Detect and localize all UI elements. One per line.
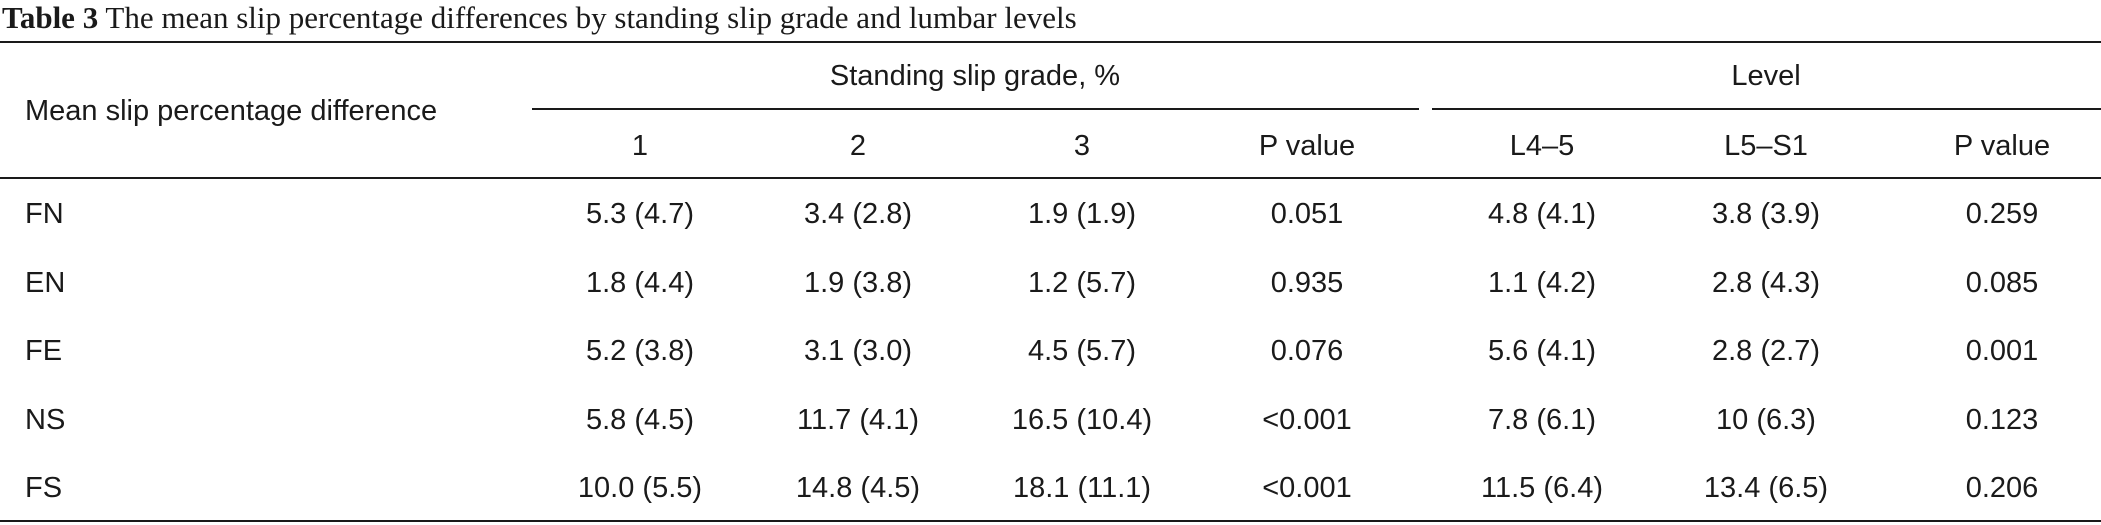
table-cell: 5.3 (4.7) — [586, 198, 694, 230]
grade-group-header: Standing slip grade, % — [829, 60, 1121, 92]
row-label: FN — [25, 198, 64, 230]
grade-group-underline — [532, 108, 1419, 110]
row-label: FS — [25, 472, 63, 504]
table-cell: 0.206 — [1965, 472, 2039, 504]
row-header-label: Mean slip percentage difference — [25, 95, 438, 127]
table-cell: 11.7 (4.1) — [797, 404, 919, 436]
table-cell: 14.8 (4.5) — [795, 472, 921, 504]
table-cell: 1.8 (4.4) — [586, 267, 694, 299]
row-label: FE — [25, 335, 63, 367]
table-caption-text: The mean slip percentage differences by … — [105, 0, 1077, 35]
table-cell: 0.085 — [1965, 267, 2039, 299]
table-cell: 1.1 (4.2) — [1488, 267, 1596, 299]
column-header-grade-3: 3 — [1073, 130, 1091, 162]
table-cell: 4.8 (4.1) — [1488, 198, 1596, 230]
table-caption: Table 3 The mean slip percentage differe… — [2, 0, 1077, 36]
table-cell: 0.935 — [1270, 267, 1344, 299]
table-cell: 1.9 (3.8) — [804, 267, 912, 299]
table-cell: 2.8 (2.7) — [1712, 335, 1820, 367]
level-group-underline — [1432, 108, 2101, 110]
table-cell: 18.1 (11.1) — [1012, 472, 1152, 504]
table-cell: 1.9 (1.9) — [1028, 198, 1136, 230]
table-cell: 0.123 — [1965, 404, 2039, 436]
table-cell: 0.001 — [1965, 335, 2039, 367]
level-group-header: Level — [1731, 60, 1801, 92]
table-cell: 16.5 (10.4) — [1011, 404, 1153, 436]
table-cell: 3.1 (3.0) — [804, 335, 912, 367]
table-cell: 11.5 (6.4) — [1481, 472, 1603, 504]
column-header-level-l4-5: L4–5 — [1509, 130, 1575, 162]
table-cell: 5.2 (3.8) — [586, 335, 694, 367]
table-cell: 3.4 (2.8) — [804, 198, 912, 230]
column-header-grade-1: 1 — [631, 130, 649, 162]
table-cell: 7.8 (6.1) — [1488, 404, 1596, 436]
header-bottom-rule — [0, 177, 2101, 179]
table-cell: 5.8 (4.5) — [586, 404, 694, 436]
table-top-rule — [0, 41, 2101, 43]
table-cell: 0.259 — [1965, 198, 2039, 230]
table-cell: 0.076 — [1270, 335, 1344, 367]
table-cell: 13.4 (6.5) — [1703, 472, 1829, 504]
table-cell: 10 (6.3) — [1716, 404, 1816, 436]
row-label: EN — [25, 267, 66, 299]
table-cell: 10.0 (5.5) — [577, 472, 703, 504]
row-label: NS — [25, 404, 66, 436]
table-cell: 5.6 (4.1) — [1488, 335, 1596, 367]
column-header-level-p-value: P value — [1953, 130, 2051, 162]
column-header-grade-2: 2 — [849, 130, 867, 162]
column-header-level-l5-s1: L5–S1 — [1724, 130, 1808, 162]
table-caption-label: Table 3 — [2, 0, 99, 35]
table-cell: 2.8 (4.3) — [1712, 267, 1820, 299]
table-cell: 4.5 (5.7) — [1028, 335, 1136, 367]
table-cell: 0.051 — [1270, 198, 1344, 230]
column-header-grade-p-value: P value — [1258, 130, 1356, 162]
table-cell: <0.001 — [1262, 472, 1352, 504]
table-bottom-rule — [0, 520, 2101, 522]
table-cell: 3.8 (3.9) — [1712, 198, 1820, 230]
table-cell: <0.001 — [1262, 404, 1352, 436]
table-cell: 1.2 (5.7) — [1028, 267, 1136, 299]
